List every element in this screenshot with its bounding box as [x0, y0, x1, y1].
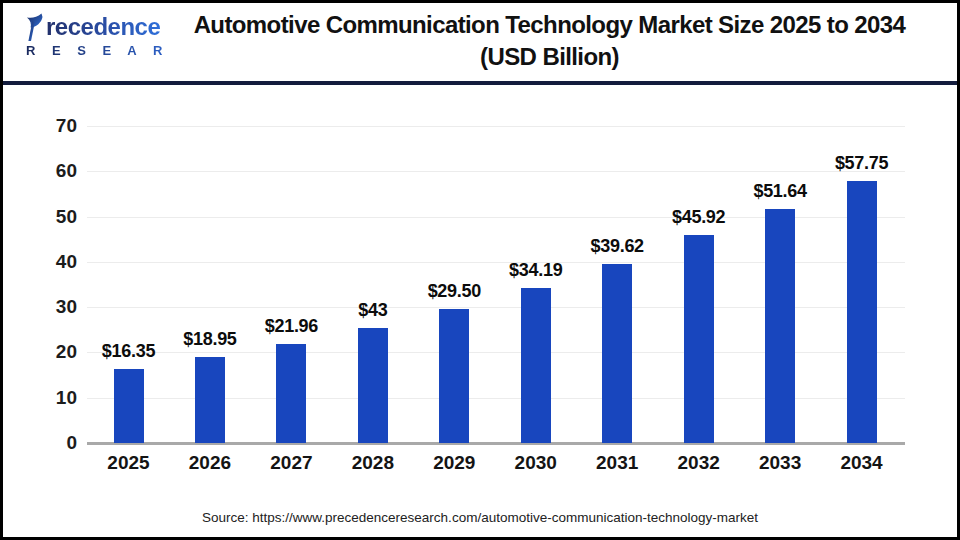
- bar-value-label: $29.50: [384, 281, 524, 301]
- bar-2029: [439, 309, 469, 443]
- y-axis-tick-label: 30: [21, 296, 77, 318]
- bar-chart: 010203040506070$16.352025$18.952026$21.9…: [3, 3, 957, 537]
- x-axis-tick-label: 2034: [814, 452, 910, 474]
- bar-2033: [765, 209, 795, 443]
- y-axis-tick-label: 40: [21, 251, 77, 273]
- bar-2025: [114, 369, 144, 443]
- gridline: [87, 126, 905, 127]
- bar-2027: [276, 344, 306, 443]
- bar-value-label: $51.64: [710, 181, 850, 201]
- bar-2031: [602, 264, 632, 443]
- bar-value-label: $57.75: [792, 153, 932, 173]
- y-axis-tick-label: 50: [21, 206, 77, 228]
- bar-2032: [684, 235, 714, 443]
- bar-value-label: $45.92: [629, 207, 769, 227]
- bar-2028: [358, 328, 388, 443]
- y-axis-tick-label: 70: [21, 115, 77, 137]
- chart-frame: recedence R E S E A R C H Automotive Com…: [0, 0, 960, 540]
- gridline: [87, 171, 905, 172]
- y-axis-tick-label: 0: [21, 432, 77, 454]
- source-caption: Source: https://www.precedenceresearch.c…: [3, 510, 957, 525]
- y-axis-tick-label: 10: [21, 387, 77, 409]
- bar-2030: [521, 288, 551, 443]
- bar-value-label: $43: [303, 300, 443, 320]
- bar-value-label: $34.19: [466, 260, 606, 280]
- bar-2026: [195, 357, 225, 443]
- y-axis-tick-label: 60: [21, 160, 77, 182]
- bar-2034: [847, 181, 877, 443]
- bar-value-label: $39.62: [547, 236, 687, 256]
